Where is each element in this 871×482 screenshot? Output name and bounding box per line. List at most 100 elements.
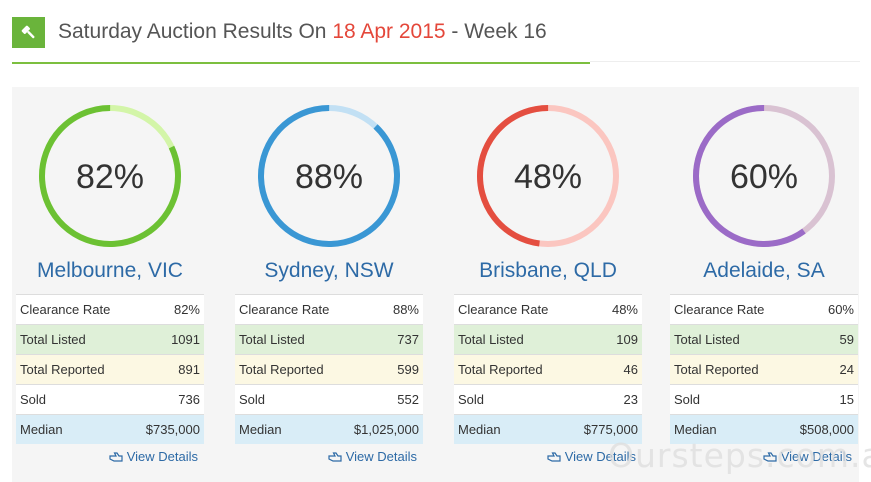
hand-pointer-icon <box>328 451 342 462</box>
row-label: Sold <box>16 384 132 415</box>
view-details-link[interactable]: View Details <box>763 449 852 464</box>
clearance-donut: 82% <box>39 105 181 247</box>
table-row: Median $735,000 <box>16 414 204 444</box>
view-details-label: View Details <box>126 449 198 464</box>
table-row: Total Reported 891 <box>16 354 204 385</box>
row-label: Median <box>670 414 786 444</box>
row-label: Sold <box>454 384 570 415</box>
table-row: Clearance Rate 48% <box>454 294 642 325</box>
table-row: Clearance Rate 82% <box>16 294 204 325</box>
table-row: Median $1,025,000 <box>235 414 423 444</box>
donut-percent: 48% <box>514 158 582 196</box>
table-row: Total Listed 1091 <box>16 324 204 355</box>
donut-percent: 60% <box>730 158 798 196</box>
sold-value: 552 <box>342 384 423 415</box>
total-reported-value: 46 <box>569 354 642 385</box>
row-label: Median <box>235 414 343 444</box>
table-row: Total Reported 46 <box>454 354 642 385</box>
stats-table: Clearance Rate 88% Total Listed 737 Total … <box>235 294 423 444</box>
view-details-link[interactable]: View Details <box>547 449 636 464</box>
city-name: Adelaide, SA <box>703 259 825 282</box>
sold-value: 23 <box>569 384 642 415</box>
title-prefix: Saturday Auction Results On <box>58 20 333 43</box>
city-card-sydney: 88% Sydney, NSW Clearance Rate 88% Total … <box>235 87 423 482</box>
clearance-donut: 60% <box>693 105 835 247</box>
total-listed-value: 737 <box>342 324 423 355</box>
total-reported-value: 599 <box>342 354 423 385</box>
view-details-label: View Details <box>345 449 417 464</box>
view-details-label: View Details <box>780 449 852 464</box>
table-row: Median $775,000 <box>454 414 642 444</box>
hand-pointer-icon <box>109 451 123 462</box>
row-label: Sold <box>670 384 786 415</box>
row-label: Clearance Rate <box>235 294 343 325</box>
row-label: Total Listed <box>454 324 570 355</box>
total-listed-value: 109 <box>569 324 642 355</box>
row-label: Total Listed <box>235 324 343 355</box>
hand-pointer-icon <box>547 451 561 462</box>
row-label: Total Listed <box>16 324 132 355</box>
row-label: Clearance Rate <box>670 294 786 325</box>
row-label: Median <box>454 414 570 444</box>
row-label: Sold <box>235 384 343 415</box>
table-row: Total Reported 599 <box>235 354 423 385</box>
median-value: $508,000 <box>785 414 858 444</box>
clearance-rate-value: 88% <box>342 294 423 325</box>
donut-arc <box>39 105 181 247</box>
median-value: $775,000 <box>569 414 642 444</box>
sold-value: 15 <box>785 384 858 415</box>
total-reported-value: 891 <box>131 354 204 385</box>
table-row: Sold 15 <box>670 384 858 415</box>
row-label: Clearance Rate <box>454 294 570 325</box>
stats-table: Clearance Rate 82% Total Listed 1091 Total… <box>16 294 204 444</box>
table-row: Total Reported 24 <box>670 354 858 385</box>
view-details-link[interactable]: View Details <box>328 449 417 464</box>
city-card-brisbane: 48% Brisbane, QLD Clearance Rate 48% Tota… <box>454 87 642 482</box>
stats-table: Clearance Rate 60% Total Listed 59 Total R… <box>670 294 858 444</box>
clearance-donut: 88% <box>258 105 400 247</box>
row-label: Total Reported <box>235 354 343 385</box>
median-value: $1,025,000 <box>342 414 423 444</box>
gavel-icon <box>21 25 35 38</box>
view-details-label: View Details <box>564 449 636 464</box>
donut-arc <box>258 105 400 247</box>
clearance-rate-value: 82% <box>131 294 204 325</box>
row-label: Median <box>16 414 132 444</box>
table-row: Total Listed 109 <box>454 324 642 355</box>
watermark: Oursteps.com.au <box>608 436 871 475</box>
total-reported-value: 24 <box>785 354 858 385</box>
row-label: Clearance Rate <box>16 294 132 325</box>
city-card-melbourne: 82% Melbourne, VIC Clearance Rate 82% Tot… <box>16 87 204 482</box>
clearance-donut: 48% <box>477 105 619 247</box>
title-date: 18 Apr 2015 <box>332 20 446 43</box>
total-listed-value: 1091 <box>131 324 204 355</box>
gavel-icon-box <box>12 17 45 48</box>
table-row: Clearance Rate 60% <box>670 294 858 325</box>
table-row: Sold 736 <box>16 384 204 415</box>
row-label: Total Reported <box>670 354 786 385</box>
title-suffix: - Week 16 <box>445 20 547 43</box>
row-label: Total Listed <box>670 324 786 355</box>
city-name: Brisbane, QLD <box>479 259 617 282</box>
total-listed-value: 59 <box>785 324 858 355</box>
city-name: Melbourne, VIC <box>37 259 183 282</box>
clearance-rate-value: 60% <box>785 294 858 325</box>
table-row: Median $508,000 <box>670 414 858 444</box>
view-details-link[interactable]: View Details <box>109 449 198 464</box>
page-title: Saturday Auction Results On 18 Apr 2015 … <box>58 19 547 45</box>
city-card-adelaide: 60% Adelaide, SA Clearance Rate 60% Total… <box>670 87 858 482</box>
table-row: Clearance Rate 88% <box>235 294 423 325</box>
results-panel: 82% Melbourne, VIC Clearance Rate 82% Tot… <box>12 87 859 482</box>
donut-percent: 88% <box>295 158 363 196</box>
donut-percent: 82% <box>76 158 144 196</box>
page-header: Saturday Auction Results On 18 Apr 2015 … <box>12 12 590 64</box>
table-row: Total Listed 59 <box>670 324 858 355</box>
row-label: Total Reported <box>454 354 570 385</box>
clearance-rate-value: 48% <box>569 294 642 325</box>
city-name: Sydney, NSW <box>264 259 394 282</box>
table-row: Sold 552 <box>235 384 423 415</box>
hand-pointer-icon <box>763 451 777 462</box>
median-value: $735,000 <box>131 414 204 444</box>
table-row: Sold 23 <box>454 384 642 415</box>
table-row: Total Listed 737 <box>235 324 423 355</box>
